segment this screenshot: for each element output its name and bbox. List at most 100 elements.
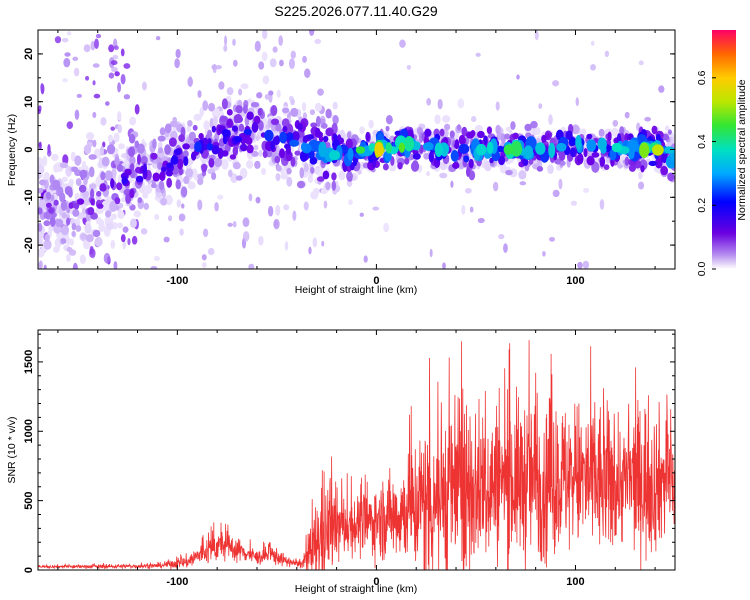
heat-blob: [347, 147, 354, 161]
colorbar-label: Normalized spectral amplitude: [736, 79, 748, 220]
colorbar-gradient: [712, 30, 736, 269]
heat-blob: [38, 172, 41, 180]
heat-blob: [450, 180, 454, 188]
heat-blob: [554, 158, 562, 165]
heat-blob: [498, 234, 505, 240]
heat-blob: [203, 120, 210, 131]
spectrogram-blobs: [38, 30, 675, 269]
heat-blob: [114, 197, 121, 205]
heat-blob: [229, 154, 237, 160]
heat-blob: [583, 147, 588, 158]
heat-blob: [406, 64, 412, 70]
heat-blob: [365, 131, 371, 142]
heat-blob: [71, 231, 76, 237]
heat-blob: [74, 192, 80, 201]
heat-blob: [300, 142, 308, 152]
heat-blob: [232, 38, 236, 46]
heat-blob: [164, 123, 172, 134]
heat-blob: [510, 141, 523, 157]
heat-blob: [129, 116, 137, 126]
heat-blob: [159, 127, 166, 136]
heat-blob: [48, 207, 55, 214]
heat-blob: [101, 156, 110, 167]
heat-blob: [129, 163, 135, 171]
heat-blob: [398, 142, 406, 153]
heat-blob: [38, 260, 43, 269]
heat-blob: [320, 188, 328, 195]
heat-blob: [465, 166, 471, 177]
heat-blob: [69, 238, 74, 246]
heat-blob: [52, 246, 60, 253]
heat-blob: [143, 202, 150, 210]
heat-blob: [534, 127, 541, 136]
heat-blob: [577, 153, 584, 165]
heat-blob: [59, 162, 69, 169]
heat-blob: [545, 133, 550, 139]
heat-blob: [104, 170, 113, 181]
heat-blob: [62, 154, 69, 165]
heat-blob: [577, 261, 583, 269]
heat-blob: [604, 50, 610, 58]
heat-blob: [492, 181, 499, 192]
heat-blob: [456, 124, 462, 131]
spectrogram-x-label: Height of straight line (km): [295, 284, 418, 296]
heat-blob: [282, 107, 290, 114]
heat-blob: [211, 125, 217, 133]
heat-blob: [185, 168, 194, 178]
heat-blob: [639, 142, 650, 159]
heat-blob: [177, 158, 184, 170]
heat-blob: [38, 179, 47, 186]
heat-blob: [120, 234, 126, 243]
heat-blob: [275, 173, 281, 182]
heat-blob: [434, 114, 441, 125]
heat-blob: [664, 146, 675, 154]
heat-blob: [661, 152, 668, 164]
heat-blob: [125, 193, 132, 205]
heat-blob: [658, 85, 665, 93]
heat-blob: [461, 204, 466, 215]
heat-blob: [159, 171, 166, 181]
heat-blob: [117, 210, 125, 220]
heat-blob: [45, 202, 52, 208]
heat-blob: [197, 177, 204, 186]
heat-blob: [224, 35, 228, 46]
heat-blob: [242, 231, 250, 242]
heat-blob: [80, 233, 88, 240]
heat-blob: [312, 187, 320, 196]
heat-blob: [586, 133, 593, 140]
heat-blob: [90, 188, 95, 200]
heat-blob: [304, 68, 311, 79]
heat-blob: [217, 194, 224, 200]
heat-blob: [95, 33, 102, 39]
heat-blob: [134, 140, 140, 149]
heat-blob: [290, 50, 297, 59]
heat-blob: [312, 237, 318, 248]
heat-blob: [471, 116, 477, 123]
heat-blob: [412, 141, 421, 151]
heat-blob: [332, 134, 338, 140]
heat-blob: [96, 190, 102, 197]
heat-blob: [211, 144, 220, 155]
heat-blob: [175, 48, 181, 59]
heat-blob: [100, 171, 106, 181]
heat-blob: [558, 150, 566, 162]
heat-blob: [117, 222, 123, 229]
heat-blob: [359, 212, 364, 217]
heat-blob: [67, 188, 73, 198]
heat-blob: [275, 204, 281, 216]
heat-blob: [129, 218, 137, 229]
heat-blob: [83, 144, 92, 155]
x-tick-label: -100: [166, 275, 188, 287]
heat-blob: [440, 143, 449, 157]
heat-blob: [90, 40, 96, 51]
x-tick-label: 0: [373, 576, 379, 588]
heat-blob: [569, 147, 576, 157]
heat-blob: [452, 162, 460, 169]
heat-blob: [114, 71, 120, 77]
heat-blob: [152, 172, 160, 182]
heat-blob: [382, 163, 389, 171]
heat-blob: [59, 192, 66, 203]
